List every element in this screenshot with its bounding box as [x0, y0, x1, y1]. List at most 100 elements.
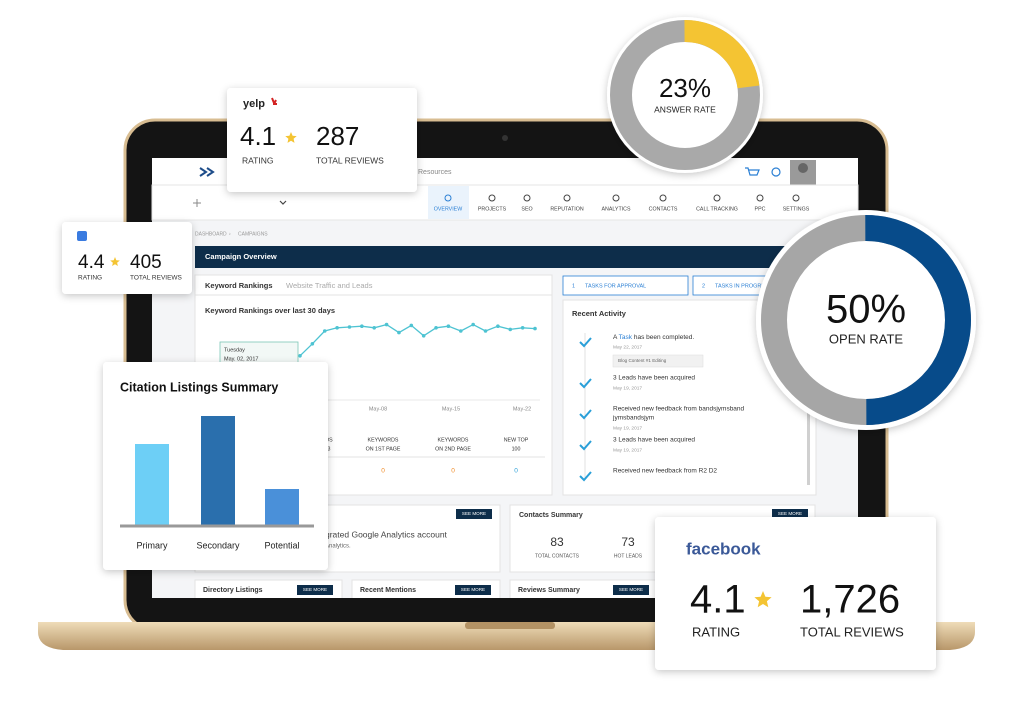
stat-header: NEW TOP [504, 437, 529, 443]
banner-title: Campaign Overview [205, 252, 277, 261]
ranking-point [310, 342, 315, 346]
stat-value: 0 [381, 468, 385, 475]
activity-text: jymsbandsjym [612, 415, 654, 422]
bar [265, 489, 299, 525]
task-button [562, 275, 689, 296]
see-more-label: SEE MORE [462, 511, 486, 516]
stat-header: 100 [512, 446, 521, 452]
nav-icon [488, 194, 496, 202]
bar-label: Potential [264, 540, 299, 550]
ranking-point [397, 330, 401, 335]
activity-text: 3 Leads have been acquired [613, 437, 695, 444]
chevron-icon [279, 200, 287, 205]
ranking-line [299, 323, 536, 357]
stat-value: 0 [514, 468, 518, 475]
ranking-point [360, 324, 364, 329]
panel-title: Recent Mentions [360, 587, 416, 594]
x-label: May-22 [513, 406, 531, 412]
activity-date: May 19, 2017 [613, 385, 642, 391]
activity-date: May 22, 2017 [613, 344, 642, 350]
donut-arc [761, 215, 971, 425]
analytics-text: grated Google Analytics account [325, 529, 448, 539]
ranking-point [434, 326, 438, 330]
yelp-burst [271, 97, 277, 105]
contact-label: TOTAL CONTACTS [535, 553, 580, 559]
ranking-point [298, 354, 302, 358]
donut-bg [756, 210, 976, 430]
star-icon [110, 257, 120, 266]
activity-text: A Task has been completed. [613, 334, 694, 341]
nav-item: PPC [755, 206, 766, 212]
check-icon [579, 471, 592, 482]
rating: 4.1 [240, 121, 276, 151]
activity-text: Received new feedback from bandsjymsband [613, 406, 745, 413]
tab: Website Traffic and Leads [286, 281, 373, 290]
see-more-button [297, 585, 333, 595]
check-icon [579, 378, 592, 389]
ranking-point [458, 329, 463, 333]
logo [199, 167, 215, 177]
nav-icon [792, 194, 800, 202]
panel-title: Reviews Summary [518, 587, 580, 594]
card [62, 222, 192, 294]
ranking-point [520, 326, 525, 330]
contact-label: HOT LEADS [614, 553, 643, 559]
brand: yelp [243, 98, 265, 110]
reviews: 405 [130, 252, 162, 273]
brand: facebook [686, 539, 761, 558]
ranking-point [508, 327, 513, 332]
task-label: TASKS IN PROGRESS [715, 283, 773, 289]
nav-item: SETTINGS [783, 206, 810, 212]
analytics-text: Analytics. [325, 544, 351, 550]
x-label: May-08 [369, 406, 387, 412]
reviews-label: TOTAL REVIEWS [800, 624, 904, 639]
globe-icon [771, 167, 781, 177]
rating: 4.1 [690, 578, 746, 622]
panel-title: Contacts Summary [519, 512, 583, 519]
see-more-label: SEE MORE [619, 587, 643, 592]
star-icon [754, 591, 772, 608]
ranking-point [372, 326, 377, 330]
card [655, 517, 936, 670]
nav-item: CALL TRACKING [696, 206, 738, 212]
reviews: 287 [316, 121, 359, 151]
nav-item: REPUTATION [550, 206, 584, 212]
avatar-head [798, 163, 808, 173]
task-label: TASKS FOR APPROVAL [585, 283, 646, 289]
check-icon [579, 440, 592, 451]
task-count: 2 [702, 283, 705, 289]
activity-text-part: A [613, 334, 619, 341]
banner [195, 246, 785, 268]
x-label: May-15 [442, 406, 460, 412]
cart-icon [745, 167, 760, 176]
activity-text: Received new feedback from R2 D2 [613, 468, 717, 475]
ranking-point [421, 334, 426, 338]
ranking-point [409, 323, 414, 328]
rating: 4.4 [78, 252, 105, 273]
ranking-point [483, 329, 488, 333]
bar-label: Primary [137, 540, 168, 550]
nav-icon [612, 194, 620, 202]
plus-icon [193, 199, 201, 207]
activity-date: May 19, 2017 [613, 447, 642, 453]
see-more-button [455, 585, 491, 595]
overlays: Citation Listings Summary Primary Secondar… [62, 17, 976, 670]
stat-header: ON 1ST PAGE [366, 446, 401, 452]
see-more-label: SEE MORE [778, 511, 802, 516]
card-title: Citation Listings Summary [120, 380, 278, 394]
tab: Keyword Rankings [205, 281, 273, 290]
reviews-label: TOTAL REVIEWS [130, 275, 183, 282]
ranking-point [471, 322, 475, 327]
task-count: 1 [572, 283, 575, 289]
camera [502, 135, 508, 141]
breadcrumb: CAMPAIGNS [238, 231, 268, 237]
activity-text: 3 Leads have been acquired [613, 375, 695, 382]
activity-date: May 19, 2017 [613, 425, 642, 431]
nav-item: ANALYTICS [601, 206, 631, 212]
nav-active [428, 186, 469, 219]
nav-icon [713, 194, 721, 202]
contact-value: 73 [621, 535, 635, 549]
donut-value: 50% [826, 288, 906, 332]
nav-icon [444, 194, 452, 202]
